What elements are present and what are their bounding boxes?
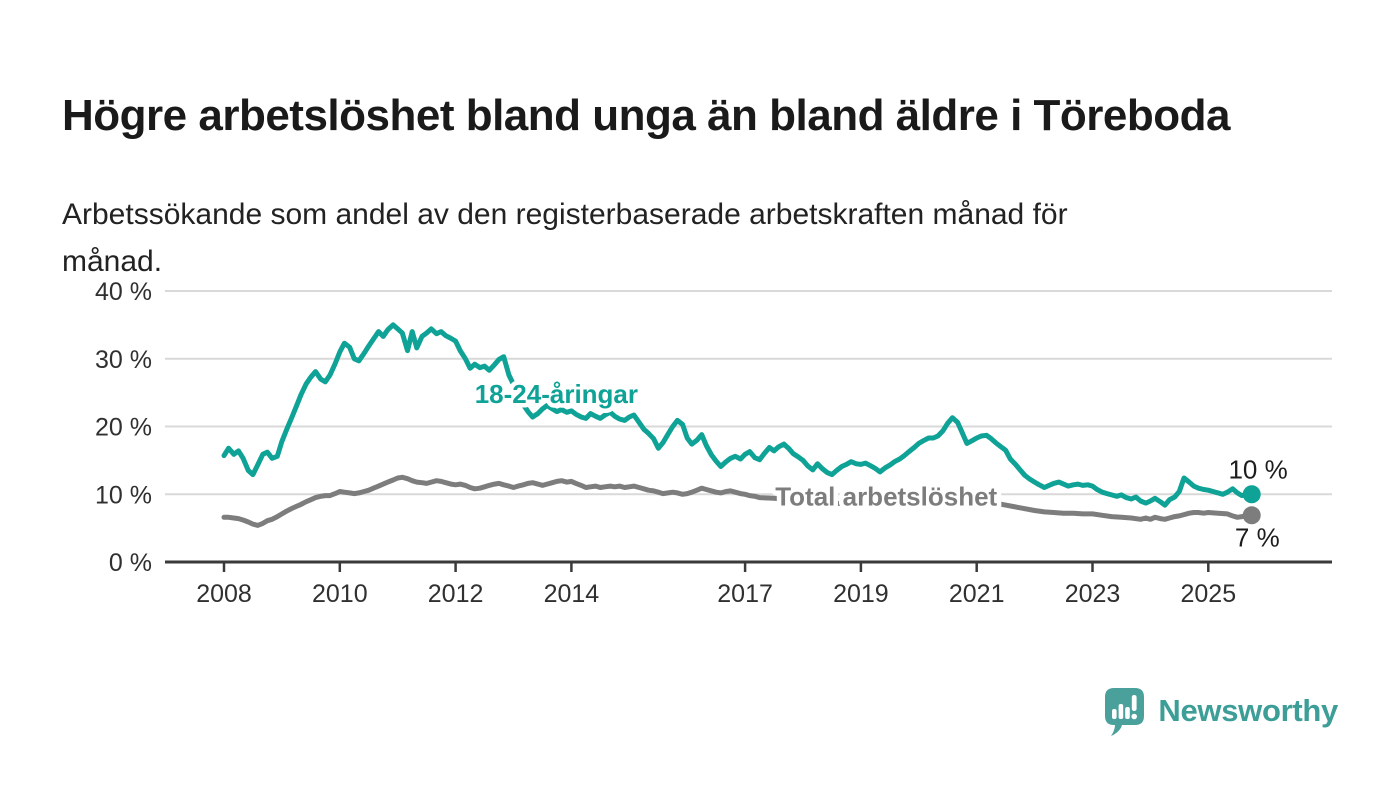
page-title: Högre arbetslöshet bland unga än bland ä… (62, 91, 1231, 141)
x-tick-label: 2023 (1065, 580, 1121, 608)
brand-name: Newsworthy (1158, 693, 1338, 728)
y-tick-label: 10 % (95, 481, 152, 509)
series-end-dot (1242, 485, 1261, 504)
x-tick-label: 2008 (196, 580, 252, 608)
series-label-total: Total arbetslöshet (775, 481, 997, 511)
y-tick-label: 20 % (95, 414, 152, 442)
x-tick-label: 2012 (428, 580, 484, 608)
x-tick-label: 2021 (949, 580, 1005, 608)
series-end-dot (1242, 506, 1261, 525)
bar-chart-speech-bubble-icon (1105, 688, 1145, 736)
end-value-label: 10 % (1228, 454, 1287, 484)
end-value-label: 7 % (1235, 522, 1280, 552)
x-tick-label: 2014 (544, 580, 600, 608)
y-tick-label: 40 % (95, 278, 152, 306)
series-label-young: 18-24-åringar (475, 379, 638, 409)
newsworthy-logo[interactable]: Newsworthy (1102, 684, 1338, 738)
series-line-total (221, 474, 1255, 528)
x-tick-label: 2025 (1180, 580, 1236, 608)
x-tick-label: 2017 (717, 580, 773, 608)
x-tick-label: 2019 (833, 580, 889, 608)
series-line-young (221, 322, 1255, 508)
x-tick-label: 2010 (312, 580, 368, 608)
chart-subtitle: Arbetssökande som andel av den registerb… (62, 198, 1068, 278)
y-tick-label: 0 % (109, 549, 152, 577)
y-tick-label: 30 % (95, 346, 152, 374)
